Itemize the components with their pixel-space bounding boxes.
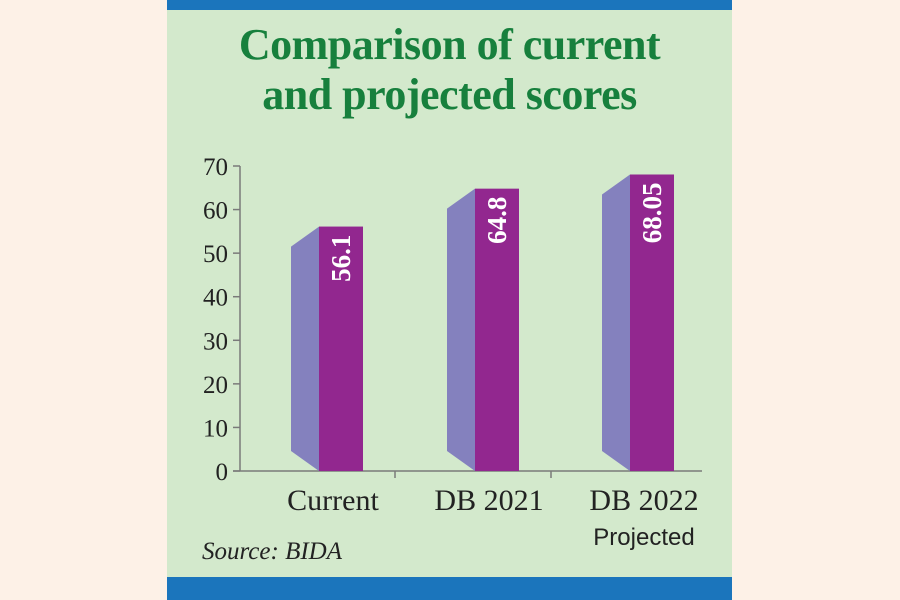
y-tick-label: 70 (203, 154, 228, 181)
title-line-1: Comparison of current (238, 20, 661, 69)
bar-side-face (291, 226, 319, 471)
x-tick-label: Current (287, 484, 379, 517)
bar (475, 188, 519, 471)
x-tick-label: DB 2022 (589, 484, 698, 517)
y-tick-label: 20 (203, 372, 228, 399)
y-tick-label: 50 (203, 241, 228, 268)
chart-panel: Comparison of current and projected scor… (167, 0, 732, 600)
y-tick-label: 40 (203, 285, 228, 312)
y-tick-label: 30 (203, 328, 228, 355)
bar-value-label: 56.1 (326, 235, 356, 282)
x-tick-label: DB 2021 (434, 484, 543, 517)
top-frame-bar (167, 0, 732, 10)
y-tick-label: 0 (216, 459, 229, 486)
bar-side-face (447, 188, 475, 471)
bar-value-label: 64.8 (482, 197, 512, 244)
y-tick-label: 60 (203, 198, 228, 225)
bar-side-face (602, 174, 630, 471)
bar (319, 226, 363, 471)
bar-value-label: 68.05 (637, 182, 667, 243)
bottom-frame-bar (167, 577, 732, 600)
bar (630, 174, 674, 471)
source-note: Source: BIDA (202, 538, 342, 565)
chart-title: Comparison of current and projected scor… (167, 20, 732, 120)
bar-chart: 0 10 20 30 40 50 60 70 56.1 Current 64.8 DB 2021 68.… (203, 154, 702, 551)
x-tick-sublabel: Projected (593, 524, 694, 551)
y-tick-label: 10 (203, 415, 228, 442)
title-line-2: and projected scores (262, 70, 637, 119)
